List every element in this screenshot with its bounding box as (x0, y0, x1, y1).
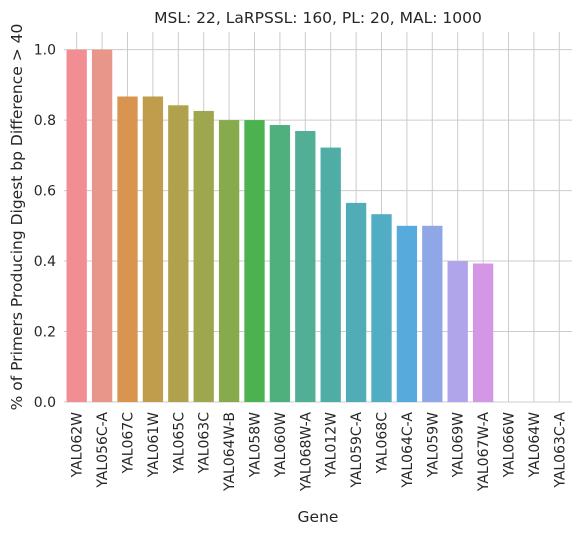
bar-yal065c (168, 105, 189, 403)
x-tick-label: YAL065C (171, 412, 187, 475)
y-tick-label: 0.2 (34, 325, 56, 341)
x-tick-label: YAL069W (451, 412, 467, 479)
bar-yal069w (447, 261, 468, 402)
x-tick-label: YAL058W (248, 412, 264, 479)
bar-yal067w-a (472, 263, 494, 402)
bar-layer (66, 49, 494, 403)
x-tick-label: YAL067W-A (476, 412, 492, 493)
x-tick-label: YAL059C-A (349, 412, 365, 489)
x-tick-label: YAL062W (70, 412, 86, 479)
bar-yal060w (269, 125, 291, 403)
y-tick-label: 0.4 (34, 254, 56, 270)
bar-yal059c-a (345, 202, 367, 402)
x-tick-label: YAL059W (425, 412, 441, 479)
bar-yal064c-a (396, 225, 418, 402)
x-tick-label: YAL063C (197, 412, 213, 475)
x-tick-label: YAL067C (121, 412, 137, 475)
bar-yal067c (117, 96, 138, 402)
plot-area (64, 32, 572, 402)
y-tick-label: 0.0 (34, 395, 56, 411)
bar-yal061w (142, 96, 164, 402)
x-tick-label: YAL060W (273, 412, 289, 479)
x-tick-label: YAL063C-A (552, 412, 568, 489)
bar-yal058w (244, 120, 265, 402)
x-tick-label: YAL068W-A (298, 412, 314, 493)
bar-yal063c (193, 110, 214, 402)
bar-yal056c-a (91, 49, 113, 402)
x-tick-label: YAL061W (146, 412, 162, 479)
bar-yal068c (371, 214, 392, 402)
x-axis-title: Gene (298, 508, 339, 526)
bar-yal062w (66, 49, 87, 402)
x-tick-label: YAL066W (502, 412, 518, 479)
x-tick-label: YAL064C-A (400, 412, 416, 489)
x-tick-label: YAL068C (375, 412, 391, 475)
chart-title: MSL: 22, LaRPSSL: 160, PL: 20, MAL: 1000 (154, 9, 482, 27)
bar-yal064w-b (218, 120, 240, 402)
bar-yal012w (320, 147, 341, 402)
y-tick-label: 1.0 (34, 43, 56, 59)
y-axis-title: % of Primers Producing Digest bp Differe… (8, 24, 26, 411)
x-tick-label: YAL056C-A (95, 412, 111, 489)
x-tick-layer: YAL062W YAL056C-A YAL067C YAL061W YAL065C YAL… (70, 412, 569, 493)
x-tick-label: YAL064W-B (222, 412, 238, 492)
x-tick-label: YAL064W (527, 412, 543, 479)
y-tick-label: 0.6 (34, 184, 56, 200)
y-tick-layer: 0.0 0.2 0.4 0.6 0.8 1.0 (34, 43, 56, 411)
bar-yal068w-a (295, 131, 316, 402)
bar-yal059w (422, 225, 443, 402)
y-tick-label: 0.8 (34, 113, 56, 129)
x-tick-label: YAL012W (324, 412, 340, 479)
